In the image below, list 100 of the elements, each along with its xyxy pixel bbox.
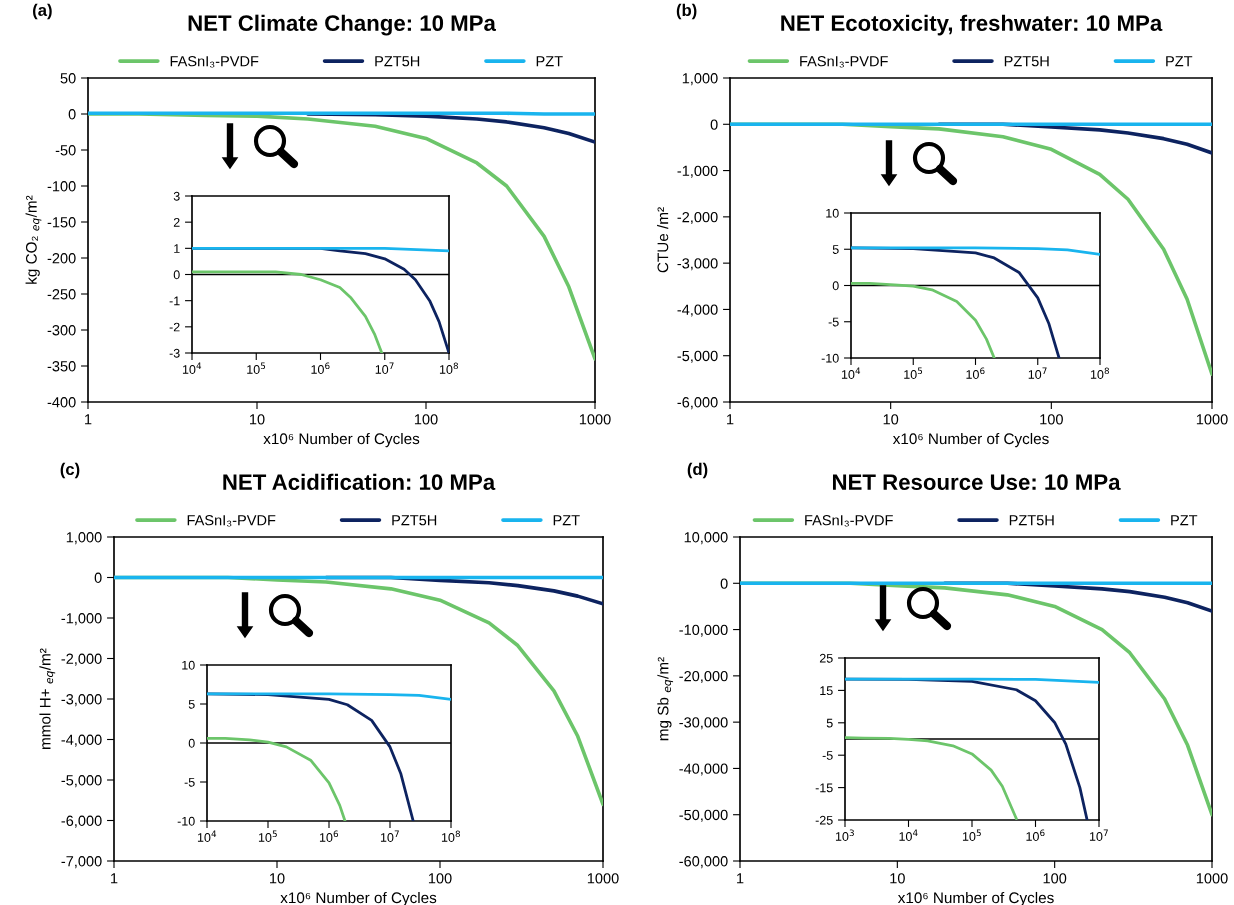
x-tick-label: 1000 [1196,873,1228,884]
y-tick-label: 25 [819,653,833,663]
y-tick-label: 0 [720,578,728,589]
y-tick-label: -3,000 [677,258,718,271]
x-tick-label: 10$^{7}$ [375,362,394,374]
text: (d) [687,462,708,479]
y-tick-label: -150 [47,217,76,228]
y-tick-label: -1,000 [677,165,718,178]
chart-title: NET Climate Change: 10 MPa [188,14,497,36]
y-tick-label: 3 [173,191,180,201]
legend-label: PZT [536,56,563,67]
y-tick-label: 10 [182,660,195,670]
y-tick-label: -2,000 [61,653,102,666]
x-tick-label: 1 [737,873,744,884]
x-tick-label: 10$^{4}$ [197,830,217,842]
y-tick-label: -6,000 [677,397,718,410]
legend-label: FASnI₃-PVDF [187,515,276,527]
text: (c) [60,462,80,479]
x-axis-title: x10⁶ Number of Cycles [263,432,420,448]
y-tick-label: -300 [47,325,76,336]
x-tick-label: 10$^{7}$ [1089,829,1108,841]
y-tick-label: 1,000 [66,532,102,545]
x-tick-label: 10$^{8}$ [1090,367,1109,379]
legend-label: PZT5H [1009,515,1054,526]
x-tick-label: 10$^{7}$ [380,830,399,842]
y-tick-label: -60,000 [679,856,728,869]
y-tick-label: -4,000 [61,734,102,747]
x-axis-title: x10⁶ Number of Cycles [892,432,1049,448]
y-tick-label: 2 [173,217,180,227]
y-tick-label: -6,000 [61,815,102,828]
chart-title: NET Acidification: 10 MPa [223,473,496,490]
x-tick-label: 100 [1043,873,1067,884]
y-tick-label: 5 [826,718,833,728]
x-tick-label: 10$^{8}$ [439,362,458,374]
y-tick-label: 0 [832,281,839,291]
y-tick-label: -50,000 [679,809,728,822]
y-tick-label: -40,000 [679,763,728,776]
x-tick-label: 10 [890,873,905,884]
y-tick-label: 10,000 [684,532,728,545]
x-tick-label: 10$^{6}$ [966,367,985,379]
text: (a) [33,3,52,20]
y-tick-label: -250 [47,289,76,300]
y-tick-label: 5 [188,699,195,709]
y-tick-label: -20,000 [679,670,728,684]
y-tick-label: -200 [47,253,76,264]
y-axis-title: mmol H+ $_{eq}$/m² [39,648,56,749]
y-tick-label: -5 [184,777,195,787]
y-tick-label: 0 [188,738,195,748]
y-tick-label: -1 [169,296,180,306]
legend-label: PZT [1171,515,1198,526]
y-tick-label: 50 [60,73,76,84]
x-tick-label: 10$^{6}$ [319,830,339,842]
legend-label: FASnI₃-PVDF [800,56,888,68]
y-tick-label: -15 [815,783,833,793]
x-tick-label: 10$^{6}$ [1026,829,1045,841]
y-tick-label: -400 [47,397,76,408]
y-tick-label: -4,000 [677,304,718,317]
x-tick-label: 100 [414,414,438,425]
x-tick-label: 10 [270,873,285,884]
y-tick-label: 10 [826,208,839,218]
y-tick-label: -10 [821,353,839,363]
y-tick-label: 0 [94,572,102,583]
x-tick-label: 1 [85,414,92,425]
x-tick-label: 10$^{6}$ [311,362,330,374]
x-tick-label: 10$^{5}$ [247,362,266,374]
y-tick-label: 0 [68,109,76,120]
y-axis-title: kg CO₂ $_{eq}$/m² [25,195,42,284]
y-tick-label: 5 [832,245,839,254]
y-tick-label: 1 [174,244,180,253]
y-tick-label: 15 [820,686,833,696]
x-tick-label: 10$^{7}$ [1028,367,1047,379]
chart-title: NET Ecotoxicity, freshwater: 10 MPa [781,14,1163,36]
x-tick-label: 1 [111,873,118,884]
y-tick-label: -10,000 [679,624,728,637]
legend-label: FASnI₃-PVDF [805,515,893,527]
y-tick-label: -25 [815,815,833,825]
y-tick-label: -3 [169,348,180,358]
y-tick-label: -3,000 [61,694,102,707]
x-tick-label: 1000 [587,873,619,884]
x-tick-label: 10$^{5}$ [962,829,981,841]
y-axis-title: mg Sb $_{eq}$/m² [657,657,674,741]
legend-label: FASnI₃-PVDF [170,56,259,68]
y-tick-label: -30,000 [679,717,728,730]
legend-label: PZT [1166,56,1193,67]
y-tick-label: -350 [47,361,76,372]
x-tick-label: 10 [250,414,265,425]
y-tick-label: -5,000 [61,775,102,788]
y-tick-label: -2,000 [677,211,718,225]
chart-title: NET Resource Use: 10 MPa [832,474,1121,490]
legend-label: PZT5H [375,56,420,67]
x-tick-label: 10$^{5}$ [904,367,923,379]
y-tick-label: -5 [828,317,839,327]
x-tick-label: 1000 [579,414,611,425]
x-tick-label: 100 [1040,414,1063,425]
y-tick-label: -1,000 [61,613,102,626]
y-tick-label: -5 [822,751,833,760]
x-tick-label: 10$^{8}$ [441,830,460,842]
x-tick-label: 10$^{4}$ [899,829,918,841]
y-tick-label: -100 [47,181,76,192]
y-tick-label: -10 [177,816,195,826]
